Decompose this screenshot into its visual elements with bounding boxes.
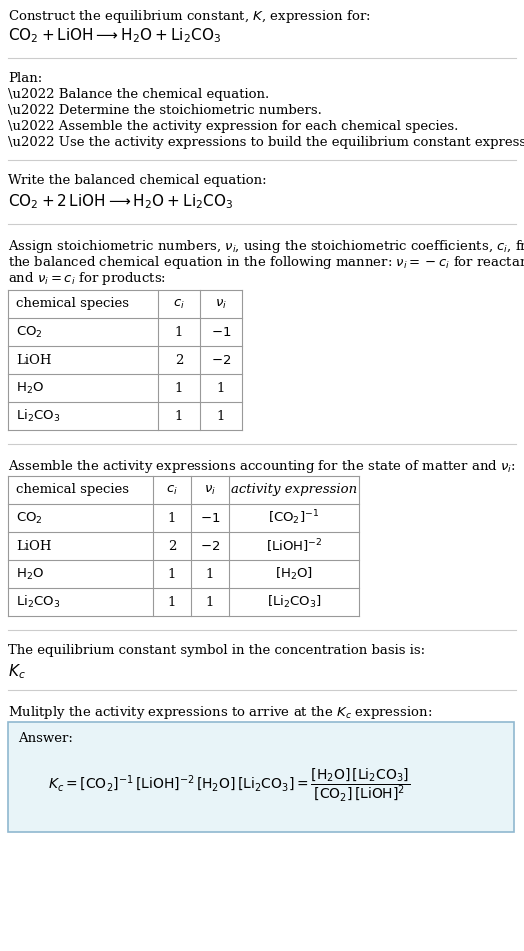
Text: $\mathrm{Li_2CO_3}$: $\mathrm{Li_2CO_3}$ [16,408,60,424]
Text: and $\nu_i = c_i$ for products:: and $\nu_i = c_i$ for products: [8,270,166,287]
Text: 1: 1 [175,325,183,339]
Text: $c_i$: $c_i$ [166,483,178,496]
Text: $\nu_i$: $\nu_i$ [215,298,227,311]
Text: 1: 1 [168,568,176,580]
Text: \u2022 Determine the stoichiometric numbers.: \u2022 Determine the stoichiometric numb… [8,104,322,117]
Text: $-2$: $-2$ [211,354,231,366]
Text: $-1$: $-1$ [200,512,220,525]
Text: $[\mathrm{H_2O}]$: $[\mathrm{H_2O}]$ [275,566,313,582]
Text: $\mathrm{CO_2}$: $\mathrm{CO_2}$ [16,511,43,526]
Bar [8,290,242,430]
Text: The equilibrium constant symbol in the concentration basis is:: The equilibrium constant symbol in the c… [8,644,425,657]
Bar [8,476,359,616]
Text: 1: 1 [168,512,176,525]
Text: Assemble the activity expressions accounting for the state of matter and $\nu_i$: Assemble the activity expressions accoun… [8,458,516,475]
Text: $[\mathrm{Li_2CO_3}]$: $[\mathrm{Li_2CO_3}]$ [267,594,321,610]
Text: $\mathrm{Li_2CO_3}$: $\mathrm{Li_2CO_3}$ [16,594,60,610]
Bar [8,722,514,832]
Text: $\mathrm{CO_2 + LiOH \longrightarrow H_2O + Li_2CO_3}$: $\mathrm{CO_2 + LiOH \longrightarrow H_2… [8,26,221,45]
Text: $\mathrm{H_2O}$: $\mathrm{H_2O}$ [16,380,44,396]
Text: 1: 1 [175,410,183,422]
Text: 2: 2 [175,354,183,366]
Text: $-2$: $-2$ [200,539,220,553]
Text: LiOH: LiOH [16,354,51,366]
Text: activity expression: activity expression [231,483,357,496]
Text: 1: 1 [175,381,183,395]
Text: $-1$: $-1$ [211,325,231,339]
Text: \u2022 Use the activity expressions to build the equilibrium constant expression: \u2022 Use the activity expressions to b… [8,136,524,149]
Text: $K_c = [\mathrm{CO_2}]^{-1}\,[\mathrm{LiOH}]^{-2}\,[\mathrm{H_2O}]\,[\mathrm{Li_: $K_c = [\mathrm{CO_2}]^{-1}\,[\mathrm{Li… [48,767,410,804]
Text: $\mathrm{H_2O}$: $\mathrm{H_2O}$ [16,567,44,582]
Text: $[\mathrm{CO_2}]^{-1}$: $[\mathrm{CO_2}]^{-1}$ [268,509,320,528]
Text: Write the balanced chemical equation:: Write the balanced chemical equation: [8,174,267,187]
Text: Plan:: Plan: [8,72,42,85]
Text: LiOH: LiOH [16,539,51,553]
Text: Mulitply the activity expressions to arrive at the $K_c$ expression:: Mulitply the activity expressions to arr… [8,704,432,721]
Text: $c_i$: $c_i$ [173,298,185,311]
Text: 1: 1 [206,595,214,609]
Text: $\nu_i$: $\nu_i$ [204,483,216,496]
Text: chemical species: chemical species [16,483,129,496]
Text: \u2022 Assemble the activity expression for each chemical species.: \u2022 Assemble the activity expression … [8,120,458,133]
Text: 1: 1 [217,381,225,395]
Text: $\mathrm{CO_2}$: $\mathrm{CO_2}$ [16,324,43,340]
Text: 1: 1 [168,595,176,609]
Text: $K_c$: $K_c$ [8,662,26,681]
Text: the balanced chemical equation in the following manner: $\nu_i = -c_i$ for react: the balanced chemical equation in the fo… [8,254,524,271]
Text: \u2022 Balance the chemical equation.: \u2022 Balance the chemical equation. [8,88,269,101]
Text: Assign stoichiometric numbers, $\nu_i$, using the stoichiometric coefficients, $: Assign stoichiometric numbers, $\nu_i$, … [8,238,524,255]
Text: Answer:: Answer: [18,732,73,745]
Text: 1: 1 [217,410,225,422]
Text: $[\mathrm{LiOH}]^{-2}$: $[\mathrm{LiOH}]^{-2}$ [266,537,322,554]
Text: $\mathrm{CO_2 + 2\,LiOH \longrightarrow H_2O + Li_2CO_3}$: $\mathrm{CO_2 + 2\,LiOH \longrightarrow … [8,192,233,211]
Text: 1: 1 [206,568,214,580]
Text: Construct the equilibrium constant, $K$, expression for:: Construct the equilibrium constant, $K$,… [8,8,370,25]
Text: 2: 2 [168,539,176,553]
Text: chemical species: chemical species [16,298,129,310]
